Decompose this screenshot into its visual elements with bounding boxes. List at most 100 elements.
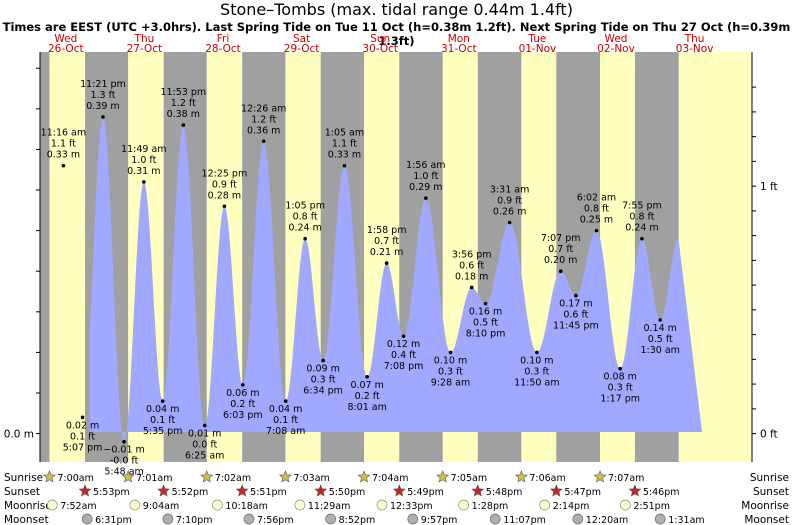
tide-time-label: 1:05 pm xyxy=(285,201,325,212)
day-of-week-label: Wed xyxy=(54,33,77,45)
sunset-time: 5:53pm xyxy=(93,487,130,498)
right-tick-label: 1 ft xyxy=(760,181,778,193)
tide-m-label: 0.20 m xyxy=(544,255,577,266)
date-label: 29-Oct xyxy=(284,43,320,55)
sunrise-icon xyxy=(357,470,371,483)
tide-point xyxy=(202,423,207,428)
tide-time-label: 7:07 pm xyxy=(541,233,581,244)
tide-point xyxy=(574,293,578,298)
sunset-time: 5:48pm xyxy=(486,487,523,498)
sunrise-time: 7:06am xyxy=(529,473,565,484)
moonset-time: 6:31pm xyxy=(95,515,132,525)
tide-ft-label: 0.9 ft xyxy=(212,179,237,190)
tide-time-label: 11:21 pm xyxy=(80,79,126,90)
tide-time-label: 6:25 am xyxy=(185,450,224,461)
tide-m-label: 0.12 m xyxy=(387,339,420,350)
tide-m-label: 0.18 m xyxy=(455,271,488,282)
moonset-time: 7:56pm xyxy=(257,515,294,525)
sunset-time: 5:51pm xyxy=(250,487,287,498)
date-label: 27-Oct xyxy=(127,43,163,55)
tide-point xyxy=(142,180,146,184)
moonrise-icon xyxy=(46,499,58,511)
moonrise-icon xyxy=(129,499,141,511)
sunrise-time: 7:00am xyxy=(57,473,93,484)
tide-ft-label: 0.3 ft xyxy=(524,366,549,377)
day-of-week-label: Tue xyxy=(527,33,546,45)
sunset-time: 5:50pm xyxy=(329,487,366,498)
sunrise-time: 7:03am xyxy=(293,473,329,484)
tide-point xyxy=(469,285,474,290)
moonrise-icon xyxy=(539,499,551,511)
chart-subtitle: Times are EEST (UTC +3.0hrs). Last Sprin… xyxy=(2,20,791,48)
sunset-time: 5:52pm xyxy=(172,487,209,498)
tide-m-label: 0.25 m xyxy=(580,215,613,226)
row-label-sunrise: Sunrise xyxy=(4,472,43,484)
day-of-week-label: Thu xyxy=(134,33,155,45)
tide-time-label: 3:56 pm xyxy=(452,249,492,260)
sunrise-icon xyxy=(436,470,450,483)
date-label: 03-Nov xyxy=(676,43,714,55)
tide-point xyxy=(618,366,622,371)
moonrise-icon xyxy=(212,499,223,511)
tide-point xyxy=(401,334,406,338)
tide-point xyxy=(483,301,488,306)
tide-point xyxy=(181,123,186,127)
tide-point xyxy=(241,383,245,387)
tide-point xyxy=(640,236,644,241)
tide-ft-label: 0.2 ft xyxy=(230,399,255,410)
tide-time-label: 1:58 pm xyxy=(367,225,407,236)
tide-m-label: 0.10 m xyxy=(434,355,467,366)
tide-time-label: 7:55 pm xyxy=(622,201,662,212)
tide-m-label: 0.21 m xyxy=(370,247,403,258)
tide-point xyxy=(448,350,453,355)
sunrise-icon xyxy=(278,470,292,483)
tide-ft-label: 0.3 ft xyxy=(311,375,336,386)
tide-ft-label: 0.1 ft xyxy=(70,431,95,442)
tide-ft-label: 1.2 ft xyxy=(171,98,196,109)
day-of-week-label: Sat xyxy=(293,33,310,45)
row-label-sunset: Sunset xyxy=(4,486,40,498)
tide-m-label: 0.06 m xyxy=(226,388,259,399)
tide-ft-label: 0.4 ft xyxy=(391,350,416,361)
sunset-icon xyxy=(549,484,563,497)
tide-ft-label: 0.9 ft xyxy=(497,195,522,206)
tide-ft-label: 0.8 ft xyxy=(584,204,609,215)
tide-ft-label: 0.7 ft xyxy=(374,236,399,247)
tide-m-label: 0.29 m xyxy=(409,182,442,193)
tide-ft-label: 0.5 ft xyxy=(473,318,498,329)
tide-time-label: 5:07 pm xyxy=(63,442,103,453)
tide-time-label: 1:56 am xyxy=(406,160,445,171)
tide-m-label: 0.38 m xyxy=(167,109,200,120)
moonrise-icon xyxy=(294,499,306,511)
tide-ft-label: 1.3 ft xyxy=(90,90,115,101)
daylight-band xyxy=(49,52,86,462)
tide-time-label: 11:16 am xyxy=(41,128,86,139)
tide-point xyxy=(558,269,563,274)
moonset-time: 12:20am xyxy=(586,515,628,525)
tide-ft-label: 0.3 ft xyxy=(438,366,463,377)
date-label: 31-Oct xyxy=(441,43,477,55)
tide-m-label: −0.01 m xyxy=(103,445,144,456)
moonrise-time: 2:14pm xyxy=(553,501,590,512)
moonrise-time: 9:04am xyxy=(143,501,179,512)
tide-time-label: 11:49 am xyxy=(121,144,166,155)
row-label-sunset-right: Sunset xyxy=(753,486,789,498)
sunset-icon xyxy=(628,484,642,497)
date-label: 30-Oct xyxy=(362,43,398,55)
moonset-time: 9:57pm xyxy=(421,515,458,525)
moonrise-time: 2:51pm xyxy=(633,501,670,512)
row-label-sunrise-right: Sunrise xyxy=(750,472,789,484)
tide-m-label: 0.33 m xyxy=(47,150,80,161)
tide-ft-label: 0.1 ft xyxy=(273,415,298,426)
moonset-icon xyxy=(325,513,336,525)
sunrise-time: 7:04am xyxy=(372,473,408,484)
row-label-moonset-right: Moonset xyxy=(744,514,789,525)
tide-point xyxy=(160,399,165,403)
moonrise-icon xyxy=(376,499,388,511)
tide-time-label: 6:03 pm xyxy=(223,410,263,421)
tide-point xyxy=(101,115,105,119)
tide-point xyxy=(261,139,266,144)
tide-point xyxy=(222,204,227,209)
sunrise-time: 7:05am xyxy=(451,473,487,484)
